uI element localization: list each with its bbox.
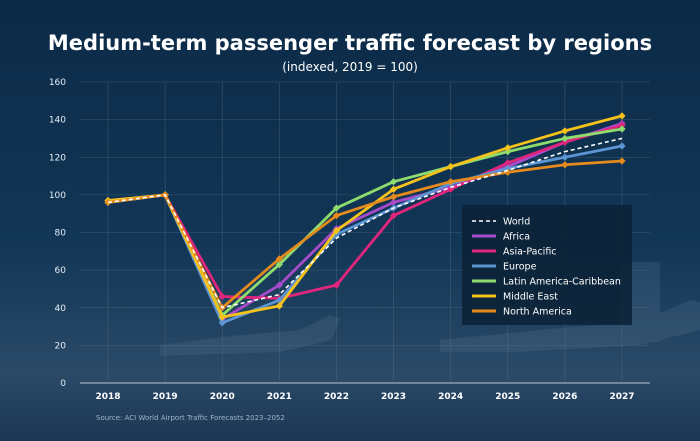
data-point-north-america [332,211,341,220]
data-point-middle-east [275,302,283,310]
data-point-middle-east [618,112,626,120]
data-point-middle-east [504,144,512,152]
x-tick-label: 2026 [552,392,577,402]
data-point-middle-east [332,227,341,235]
data-point-latin-america-caribbean [618,125,626,133]
legend-label: World [503,217,530,228]
data-point-north-america [275,255,283,263]
x-tick-label: 2019 [153,392,178,402]
y-tick-label: 120 [49,153,66,163]
data-point-africa [389,198,398,206]
legend: World Africa Asia-Pacific Europe Latin Ameri… [462,205,632,325]
data-point-north-america [447,178,455,186]
chart-subtitle: (indexed, 2019 = 100) [282,60,418,74]
data-point-latin-america-caribbean [389,178,398,186]
data-point-asia-pacific [332,281,341,289]
y-tick-label: 160 [49,78,66,88]
x-tick-label: 2022 [324,392,349,402]
data-point-asia-pacific [504,159,512,167]
data-point-middle-east [447,163,455,171]
data-point-europe [561,153,569,161]
x-tick-label: 2020 [210,392,235,402]
y-tick-label: 20 [55,341,67,351]
legend-label: Middle East [503,292,558,303]
data-point-latin-america-caribbean [561,134,569,143]
data-point-asia-pacific [218,292,226,301]
legend-label: Asia-Pacific [503,247,557,258]
x-tick-label: 2023 [381,392,406,402]
y-tick-label: 0 [60,379,66,389]
x-tick-label: 2021 [267,392,292,402]
series-lines [104,112,626,327]
chart-title: Medium-term passenger traffic forecast b… [48,31,652,55]
data-point-middle-east [218,313,226,321]
data-point-europe [275,296,283,304]
series-world [107,137,623,309]
data-point-north-america [618,157,626,165]
x-axis-ticks: 2018 2019 2020 2021 2022 2023 2024 2025 2026 2027 [95,392,634,402]
x-tick-label: 2025 [495,392,520,402]
data-point-asia-pacific [447,185,455,193]
y-tick-label: 100 [49,191,66,201]
data-point-europe [332,230,341,238]
legend-label: North America [503,307,572,318]
y-tick-label: 40 [55,304,67,314]
y-axis-ticks: 0 20 40 60 80 100 120 140 160 [49,78,66,389]
data-point-asia-pacific [389,211,398,220]
data-point-latin-america-caribbean [332,204,341,212]
y-tick-label: 140 [49,116,66,126]
source-note: Source: ACI World Airport Traffic Foreca… [96,414,285,422]
series-line-asia-pacific [107,123,623,300]
data-point-africa [275,281,283,289]
y-tick-label: 80 [55,229,67,239]
x-tick-label: 2024 [438,392,463,402]
data-point-asia-pacific [561,138,569,146]
legend-label: Africa [503,232,530,243]
data-point-latin-america-caribbean [275,260,283,269]
y-tick-label: 60 [55,266,67,276]
x-tick-label: 2027 [609,392,634,402]
legend-label: Europe [503,262,537,273]
series-line-middle-east [107,114,623,319]
data-point-europe [618,142,626,150]
legend-label: Latin America-Caribbean [503,277,621,288]
data-point-middle-east [561,127,569,135]
data-point-middle-east [389,185,398,193]
series-line-world [107,137,623,309]
data-point-asia-pacific [618,121,626,129]
data-point-north-america [389,193,398,201]
x-tick-label: 2018 [95,392,120,402]
data-point-north-america [561,161,569,169]
data-point-europe [218,319,226,327]
